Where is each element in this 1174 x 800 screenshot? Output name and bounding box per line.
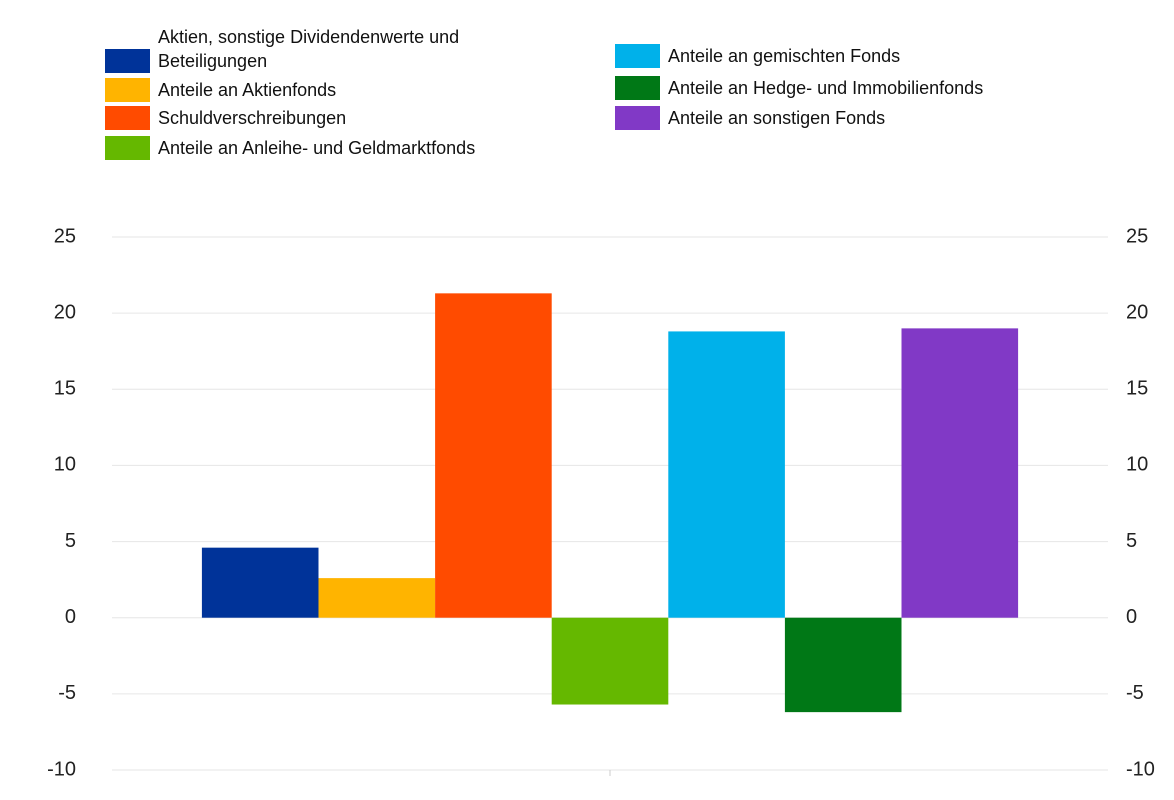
legend-item: Anteile an Aktienfonds [105, 78, 336, 102]
legend-swatch [105, 78, 150, 102]
legend-item: Schuldverschreibungen [105, 106, 346, 130]
y-tick-label: -5 [58, 682, 76, 704]
legend-item: Anteile an gemischten Fonds [615, 44, 900, 68]
y-tick-label: 10 [54, 454, 76, 476]
legend-label: Anteile an Hedge- und Immobilienfonds [668, 78, 984, 98]
bar [435, 293, 552, 618]
y-tick-label: 25 [54, 225, 76, 247]
legend-label: Aktien, sonstige Dividendenwerte und Bet… [158, 27, 460, 71]
legend-label: Anteile an sonstigen Fonds [668, 108, 886, 128]
legend-label: Anteile an Aktienfonds [158, 80, 337, 100]
y-tick-label: -10 [47, 758, 76, 780]
bar [901, 328, 1019, 618]
legend-swatch [105, 136, 150, 160]
legend-item: Aktien, sonstige Dividendenwerte und Bet… [105, 25, 530, 73]
legend-swatch [105, 49, 150, 73]
legend-swatch [615, 76, 660, 100]
y2-tick-label: -5 [1126, 682, 1144, 704]
y2-tick-label: 15 [1126, 378, 1148, 400]
legend-swatch [105, 106, 150, 130]
y2-tick-label: 5 [1126, 530, 1137, 552]
y2-tick-label: 20 [1126, 301, 1148, 323]
bar [201, 547, 319, 618]
legend-swatch [615, 44, 660, 68]
legend-label: Schuldverschreibungen [158, 108, 347, 128]
bar [668, 331, 785, 618]
bar [784, 617, 902, 713]
legend-item: Anteile an sonstigen Fonds [615, 106, 885, 130]
y2-tick-label: 0 [1126, 606, 1137, 628]
y2-tick-label: 10 [1126, 454, 1148, 476]
bar [551, 617, 669, 705]
legend-item: Anteile an Hedge- und Immobilienfonds [615, 76, 983, 100]
y-tick-label: 5 [65, 530, 76, 552]
legend-label: Anteile an gemischten Fonds [668, 46, 901, 66]
legend-swatch [615, 106, 660, 130]
y2-tick-label: -10 [1126, 758, 1155, 780]
legend-item: Anteile an Anleihe- und Geldmarktfonds [105, 136, 475, 160]
y2-tick-label: 25 [1126, 225, 1148, 247]
y-tick-label: 20 [54, 301, 76, 323]
y-tick-label: 0 [65, 606, 76, 628]
y-tick-label: 15 [54, 378, 76, 400]
legend-label: Anteile an Anleihe- und Geldmarktfonds [158, 138, 476, 158]
bar [318, 578, 436, 618]
